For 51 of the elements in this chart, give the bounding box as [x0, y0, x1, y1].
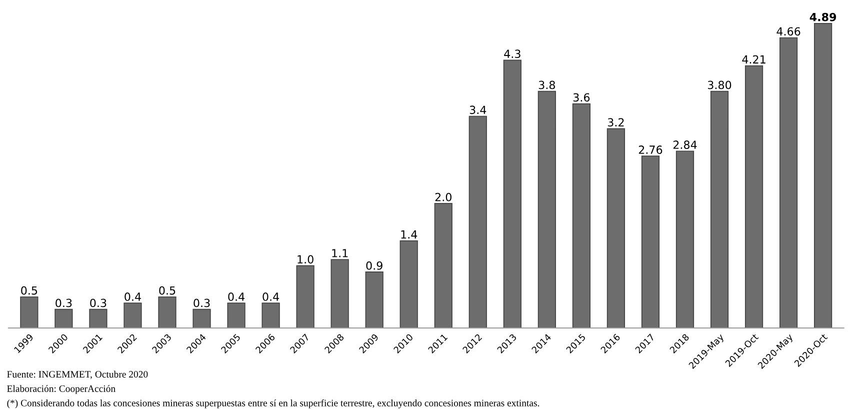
data-label: 0.5	[159, 286, 176, 295]
data-label: 0.4	[124, 292, 141, 301]
bar	[779, 37, 798, 328]
data-label: 0.3	[90, 298, 106, 308]
data-label: 3.6	[573, 93, 590, 102]
bar	[192, 308, 211, 328]
data-label: 0.4	[228, 292, 244, 301]
data-label: 0.3	[56, 298, 72, 308]
data-label: 2.76	[638, 146, 662, 154]
bar	[262, 302, 280, 328]
bar	[606, 128, 626, 328]
data-label: 4.3	[504, 50, 520, 58]
bar	[296, 265, 314, 328]
data-label: 0.3	[194, 298, 210, 308]
bar	[641, 156, 660, 328]
bar	[676, 150, 694, 328]
data-label: 2.84	[673, 140, 697, 149]
data-label: 4.66	[776, 27, 800, 36]
text: Elaboración: CooperAcción	[7, 385, 116, 394]
bar	[124, 302, 142, 328]
data-label: 3.2	[608, 118, 624, 127]
bar	[400, 240, 418, 328]
data-label: 1.4	[401, 230, 418, 238]
data-label: 3.80	[708, 80, 732, 90]
bar	[814, 23, 832, 328]
bar	[20, 296, 38, 328]
data-label: 3.8	[538, 80, 555, 90]
bar	[89, 308, 108, 328]
data-label: 2.0	[435, 192, 452, 202]
data-label: 0.5	[21, 286, 38, 295]
bar	[572, 103, 590, 328]
bar	[54, 308, 73, 328]
data-label: 4.21	[742, 55, 766, 64]
data-label: 0.4	[262, 292, 280, 301]
bar	[710, 90, 729, 328]
source-note: Fuente: INGEMMET, Octubre 2020	[7, 370, 148, 379]
bar	[503, 60, 522, 328]
bar	[158, 296, 176, 328]
bar	[365, 272, 384, 328]
data-label: 4.89	[810, 12, 836, 22]
bar	[434, 203, 452, 328]
bar	[538, 90, 556, 328]
data-label: 3.4	[470, 106, 486, 114]
text: (*) Considerando todas las concesiones mineras superpuestas entre sí en la superficie terrestre, excluyendo concesiones mineras extintas.	[7, 399, 540, 408]
bar	[744, 65, 764, 328]
bar	[330, 259, 349, 328]
data-label: 0.9	[366, 261, 382, 270]
data-label: 1.0	[298, 255, 314, 264]
bar	[468, 116, 487, 328]
data-label: 1.1	[332, 249, 348, 258]
bar	[227, 302, 246, 328]
